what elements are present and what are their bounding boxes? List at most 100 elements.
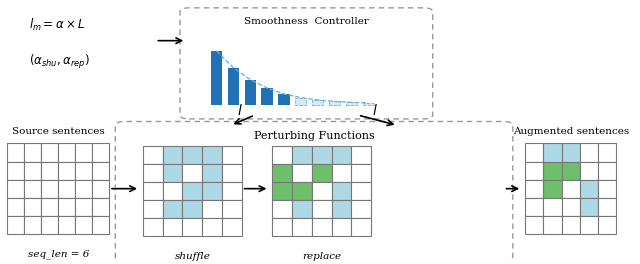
Bar: [143, 200, 163, 218]
Bar: [58, 198, 76, 216]
Bar: [292, 164, 312, 182]
Text: shuffle: shuffle: [174, 252, 211, 261]
Bar: [42, 198, 58, 216]
Bar: [76, 180, 92, 198]
FancyBboxPatch shape: [180, 8, 433, 119]
Bar: [143, 182, 163, 200]
Bar: [351, 164, 371, 182]
Bar: [24, 216, 42, 234]
Text: seq_len = 6: seq_len = 6: [28, 249, 89, 259]
Bar: [312, 218, 332, 237]
Bar: [598, 162, 616, 180]
Bar: [351, 146, 371, 164]
Bar: [562, 198, 580, 216]
Bar: [182, 200, 202, 218]
Bar: [222, 164, 242, 182]
Bar: [273, 146, 292, 164]
Bar: [295, 97, 307, 105]
Bar: [562, 216, 580, 234]
Bar: [273, 200, 292, 218]
Bar: [182, 182, 202, 200]
Bar: [8, 198, 24, 216]
Bar: [312, 164, 332, 182]
Bar: [543, 162, 562, 180]
Bar: [76, 198, 92, 216]
Bar: [525, 198, 543, 216]
Bar: [312, 200, 332, 218]
Bar: [562, 180, 580, 198]
Bar: [312, 146, 332, 164]
Bar: [202, 218, 222, 237]
Bar: [76, 143, 92, 162]
Text: Perturbing Functions: Perturbing Functions: [253, 131, 374, 140]
Bar: [525, 143, 543, 162]
Bar: [292, 146, 312, 164]
Bar: [76, 216, 92, 234]
Text: Source sentences: Source sentences: [12, 127, 105, 136]
Bar: [525, 180, 543, 198]
Bar: [58, 180, 76, 198]
Bar: [182, 164, 202, 182]
Bar: [202, 200, 222, 218]
Bar: [222, 200, 242, 218]
Bar: [332, 146, 351, 164]
Bar: [543, 198, 562, 216]
Text: Smoothness  Controller: Smoothness Controller: [244, 17, 369, 26]
Bar: [8, 162, 24, 180]
Bar: [580, 162, 598, 180]
Bar: [163, 182, 182, 200]
Bar: [202, 146, 222, 164]
Bar: [261, 88, 273, 105]
Bar: [42, 180, 58, 198]
Bar: [24, 143, 42, 162]
Bar: [273, 182, 292, 200]
Bar: [273, 218, 292, 237]
Bar: [332, 218, 351, 237]
Bar: [222, 182, 242, 200]
Bar: [24, 162, 42, 180]
Bar: [222, 218, 242, 237]
Bar: [292, 218, 312, 237]
Bar: [332, 200, 351, 218]
Bar: [292, 200, 312, 218]
Bar: [543, 143, 562, 162]
Bar: [598, 216, 616, 234]
Bar: [580, 143, 598, 162]
Bar: [24, 180, 42, 198]
Bar: [8, 143, 24, 162]
Bar: [332, 164, 351, 182]
Bar: [24, 198, 42, 216]
Bar: [363, 103, 374, 105]
Bar: [202, 182, 222, 200]
Bar: [92, 162, 109, 180]
Bar: [211, 51, 222, 105]
Bar: [228, 68, 239, 105]
Bar: [580, 216, 598, 234]
Bar: [42, 143, 58, 162]
Text: $l$: $l$: [237, 103, 243, 118]
Bar: [143, 218, 163, 237]
Bar: [163, 200, 182, 218]
Bar: [562, 162, 580, 180]
Bar: [598, 143, 616, 162]
Bar: [222, 146, 242, 164]
Bar: [580, 198, 598, 216]
Bar: [351, 200, 371, 218]
Bar: [525, 216, 543, 234]
Bar: [580, 180, 598, 198]
Bar: [332, 182, 351, 200]
Bar: [163, 218, 182, 237]
Bar: [273, 164, 292, 182]
Bar: [562, 143, 580, 162]
Bar: [182, 146, 202, 164]
Text: $(\alpha_{shu}, \alpha_{rep})$: $(\alpha_{shu}, \alpha_{rep})$: [29, 53, 90, 71]
Bar: [76, 162, 92, 180]
Bar: [58, 143, 76, 162]
Bar: [92, 180, 109, 198]
Bar: [292, 182, 312, 200]
Bar: [92, 143, 109, 162]
Text: $l$: $l$: [372, 103, 378, 118]
Bar: [351, 182, 371, 200]
Bar: [163, 146, 182, 164]
Bar: [525, 162, 543, 180]
